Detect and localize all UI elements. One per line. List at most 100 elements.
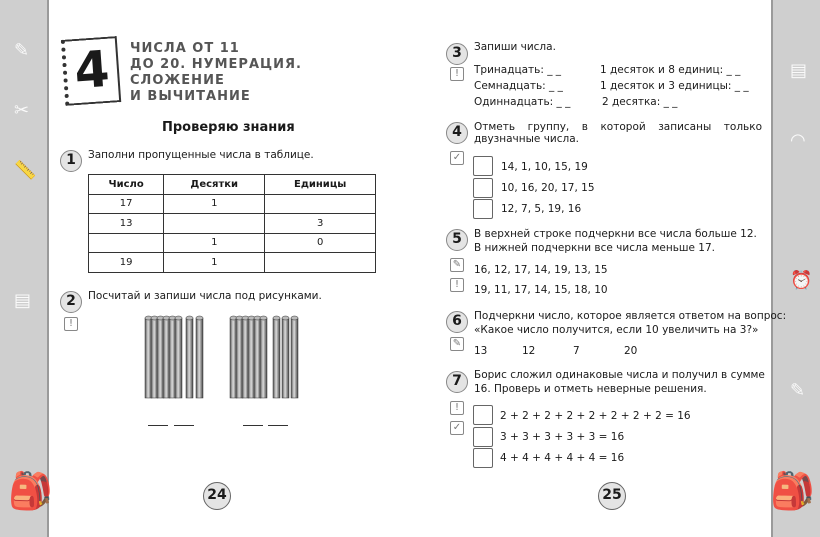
backpack-icon: 🎒 <box>8 471 53 512</box>
stick-end <box>174 315 183 321</box>
stick-end <box>290 315 299 321</box>
chapter-number-badge: 4 <box>60 36 122 106</box>
right-page <box>411 0 773 537</box>
option-label: 10, 16, 20, 17, 15 <box>501 182 595 194</box>
title-line: ЧИСЛА ОТ 11 <box>130 41 240 56</box>
cell[interactable] <box>163 213 266 234</box>
table-row: 13 3 <box>87 213 376 234</box>
exclamation-icon: ! <box>450 67 464 81</box>
scissors-icon: ✂ <box>14 100 30 121</box>
task-text: Запиши числа. <box>474 41 556 53</box>
pencil-icon: ✎ <box>450 258 464 272</box>
option-label: 2 + 2 + 2 + 2 + 2 + 2 + 2 + 2 = 16 <box>500 410 691 422</box>
write-item[interactable]: Семнадцать: _ _ <box>474 80 563 92</box>
option-label: 12, 7, 5, 19, 16 <box>501 203 582 215</box>
write-item[interactable]: 1 десяток и 3 единицы: _ _ <box>600 80 749 92</box>
cell[interactable] <box>87 232 165 253</box>
answer-option[interactable]: 13 <box>474 345 488 357</box>
cell[interactable] <box>264 193 376 214</box>
cell[interactable]: 13 <box>87 213 165 234</box>
task-number: 5 <box>446 229 468 251</box>
chapter-number: 4 <box>72 39 112 101</box>
exclamation-icon: ! <box>450 278 464 292</box>
table-row: 19 1 <box>87 252 376 273</box>
cell[interactable]: 19 <box>87 252 165 273</box>
answer-blank[interactable] <box>148 425 168 426</box>
task-text: Посчитай и запиши числа под рисунками. <box>88 290 322 302</box>
task-number: 2 <box>60 291 82 313</box>
task-text: Подчеркни число, которое является ответо… <box>474 310 787 322</box>
write-item[interactable]: Одиннадцать: _ _ <box>474 96 571 108</box>
exclamation-icon: ! <box>450 401 464 415</box>
notebook-icon: ▤ <box>14 290 32 311</box>
cell[interactable] <box>264 252 376 273</box>
task-text: «Какое число получится, если 10 увеличит… <box>474 324 759 336</box>
section-title: Проверяю знания <box>162 120 295 135</box>
cell[interactable]: 1 <box>163 193 266 214</box>
task-text: Заполни пропущенные числа в таблице. <box>88 149 314 161</box>
task-text: Борис сложил одинаковые числа и получил … <box>474 369 765 381</box>
answer-blank[interactable] <box>243 425 263 426</box>
stick <box>272 317 281 399</box>
protractor-icon: ◠ <box>790 130 806 151</box>
chapter-title: ЧИСЛА ОТ 11 ДО 20. НУМЕРАЦИЯ. СЛОЖЕНИЕ И… <box>130 41 302 105</box>
number-row[interactable]: 19, 11, 17, 14, 15, 18, 10 <box>474 284 608 296</box>
checkmark-icon: ✓ <box>450 421 464 435</box>
write-item[interactable]: Тринадцать: _ _ <box>474 64 562 76</box>
checkbox[interactable] <box>473 156 493 176</box>
answer-blank[interactable] <box>174 425 194 426</box>
pencil-icon: ✎ <box>790 380 806 401</box>
checkbox[interactable] <box>473 448 493 468</box>
stick-end <box>259 315 268 321</box>
number-row[interactable]: 16, 12, 17, 14, 19, 13, 15 <box>474 264 608 276</box>
checkbox[interactable] <box>473 427 493 447</box>
write-item[interactable]: 2 десятка: _ _ <box>602 96 678 108</box>
cell[interactable]: 0 <box>264 232 376 253</box>
column-header: Число <box>87 174 165 195</box>
checkbox[interactable] <box>473 199 493 219</box>
task-number: 4 <box>446 122 468 144</box>
ruler-icon: 📏 <box>14 160 37 181</box>
checkbox[interactable] <box>473 405 493 425</box>
task-text: 16. Проверь и отметь неверные решения. <box>474 383 707 395</box>
pencil-icon: ✎ <box>14 40 30 61</box>
answer-option[interactable]: 20 <box>624 345 638 357</box>
cell[interactable]: 3 <box>264 213 376 234</box>
stick-end <box>272 315 281 321</box>
column-header: Десятки <box>163 174 266 195</box>
answer-option[interactable]: 7 <box>573 345 580 357</box>
page-number-right: 25 <box>598 482 626 510</box>
checkmark-icon: ✓ <box>450 151 464 165</box>
task-number: 1 <box>60 150 82 172</box>
backpack-icon: 🎒 <box>770 471 815 512</box>
notebook-icon: ▤ <box>790 60 808 81</box>
stick <box>290 317 299 399</box>
stick <box>259 317 268 399</box>
task-number: 7 <box>446 371 468 393</box>
cell[interactable]: 1 <box>163 252 266 273</box>
table-row: 17 1 <box>87 193 376 214</box>
sticks-illustration <box>144 315 299 399</box>
answer-blank[interactable] <box>268 425 288 426</box>
answer-option[interactable]: 12 <box>522 345 536 357</box>
stick <box>185 317 194 399</box>
task-text: Отметь группу, в которой записаны только… <box>474 121 762 145</box>
page-number-left: 24 <box>203 482 231 510</box>
task-number: 6 <box>446 311 468 333</box>
clock-icon: ⏰ <box>790 270 813 291</box>
task-text-content: Отметь группу, в которой записаны только… <box>474 121 762 145</box>
stick-end <box>185 315 194 321</box>
option-label: 3 + 3 + 3 + 3 + 3 = 16 <box>500 431 625 443</box>
exclamation-icon: ! <box>64 317 78 331</box>
stick <box>174 317 183 399</box>
task-number: 3 <box>446 43 468 65</box>
write-item[interactable]: 1 десяток и 8 единиц: _ _ <box>600 64 741 76</box>
title-line: ДО 20. НУМЕРАЦИЯ. <box>130 57 302 72</box>
cell[interactable]: 1 <box>163 232 266 253</box>
stick-end <box>281 315 290 321</box>
cell[interactable]: 17 <box>87 193 165 214</box>
pencil-icon: ✎ <box>450 337 464 351</box>
checkbox[interactable] <box>473 178 493 198</box>
